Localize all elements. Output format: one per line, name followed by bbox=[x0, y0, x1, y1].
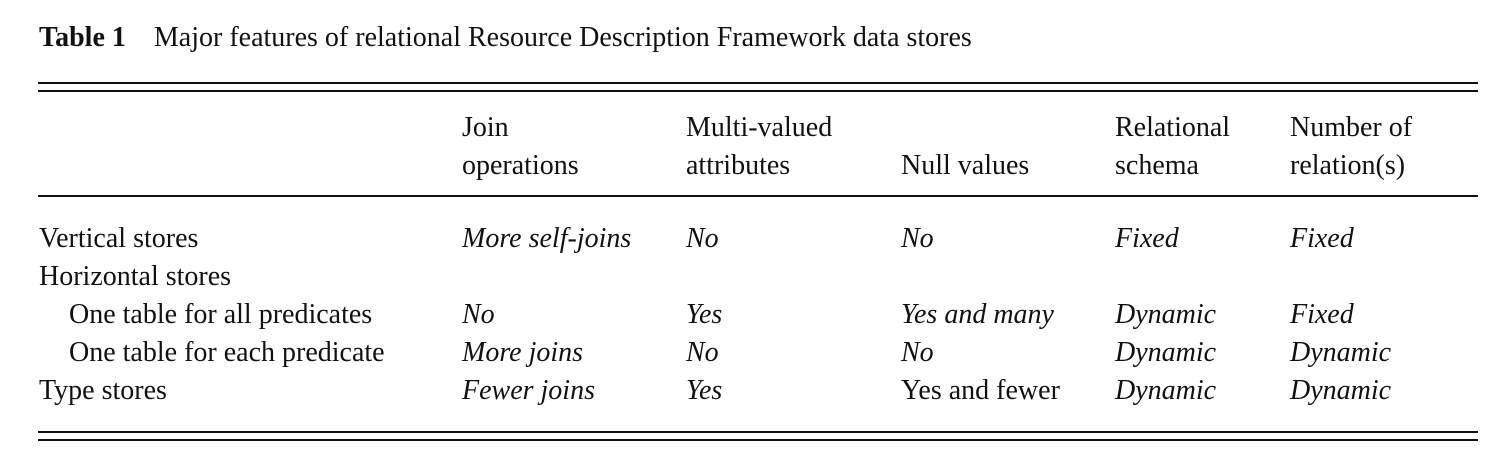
header-null-values: Null values bbox=[901, 147, 1029, 185]
header-number-of-relations: Number of relation(s) bbox=[1290, 109, 1412, 185]
row-label-horizontal-stores: Horizontal stores bbox=[39, 261, 232, 292]
header-line: Null values bbox=[901, 150, 1030, 181]
cell-all-multivalued: Yes bbox=[686, 299, 723, 330]
cell-each-join: More joins bbox=[462, 337, 584, 368]
cell-vertical-null: No bbox=[901, 223, 934, 254]
row-label-one-table-each: One table for each predicate bbox=[69, 337, 385, 368]
header-join-operations: Join operations bbox=[462, 109, 579, 185]
cell-all-null: Yes and many bbox=[901, 299, 1054, 330]
header-line: schema bbox=[1115, 150, 1199, 181]
cell-each-relations: Dynamic bbox=[1290, 337, 1392, 368]
cell-vertical-schema: Fixed bbox=[1115, 223, 1179, 254]
cell-each-null: No bbox=[901, 337, 934, 368]
bottom-rule-2 bbox=[38, 439, 1478, 441]
header-line: operations bbox=[462, 150, 579, 181]
header-rule bbox=[38, 195, 1478, 197]
top-rule-2 bbox=[38, 90, 1478, 92]
row-label-type-stores: Type stores bbox=[39, 375, 167, 406]
header-line: Join bbox=[462, 112, 509, 143]
cell-all-join: No bbox=[462, 299, 495, 330]
cell-type-null: Yes and fewer bbox=[901, 375, 1060, 406]
cell-all-schema: Dynamic bbox=[1115, 299, 1217, 330]
table-title: Major features of relational Resource De… bbox=[153, 22, 972, 53]
cell-vertical-multivalued: No bbox=[686, 223, 719, 254]
cell-all-relations: Fixed bbox=[1290, 299, 1354, 330]
cell-vertical-relations: Fixed bbox=[1290, 223, 1354, 254]
header-line: Multi-valued bbox=[686, 112, 833, 143]
header-line: relation(s) bbox=[1290, 150, 1406, 181]
cell-type-schema: Dynamic bbox=[1115, 375, 1217, 406]
header-line: Relational bbox=[1115, 112, 1231, 143]
header-line: attributes bbox=[686, 150, 791, 181]
top-rule-1 bbox=[38, 82, 1478, 84]
cell-type-join: Fewer joins bbox=[462, 375, 595, 406]
table-number: Table 1 bbox=[39, 22, 126, 53]
cell-vertical-join: More self-joins bbox=[462, 223, 632, 254]
bottom-rule-1 bbox=[38, 431, 1478, 433]
cell-each-multivalued: No bbox=[686, 337, 719, 368]
table-caption: Table 1 Major features of relational Reso… bbox=[39, 22, 972, 54]
row-label-vertical-stores: Vertical stores bbox=[39, 223, 199, 254]
cell-each-schema: Dynamic bbox=[1115, 337, 1217, 368]
header-relational-schema: Relational schema bbox=[1115, 109, 1230, 185]
cell-type-relations: Dynamic bbox=[1290, 375, 1392, 406]
header-multi-valued-attributes: Multi-valued attributes bbox=[686, 109, 832, 185]
row-label-one-table-all: One table for all predicates bbox=[69, 299, 373, 330]
header-line: Number of bbox=[1290, 112, 1413, 143]
cell-type-multivalued: Yes bbox=[686, 375, 723, 406]
